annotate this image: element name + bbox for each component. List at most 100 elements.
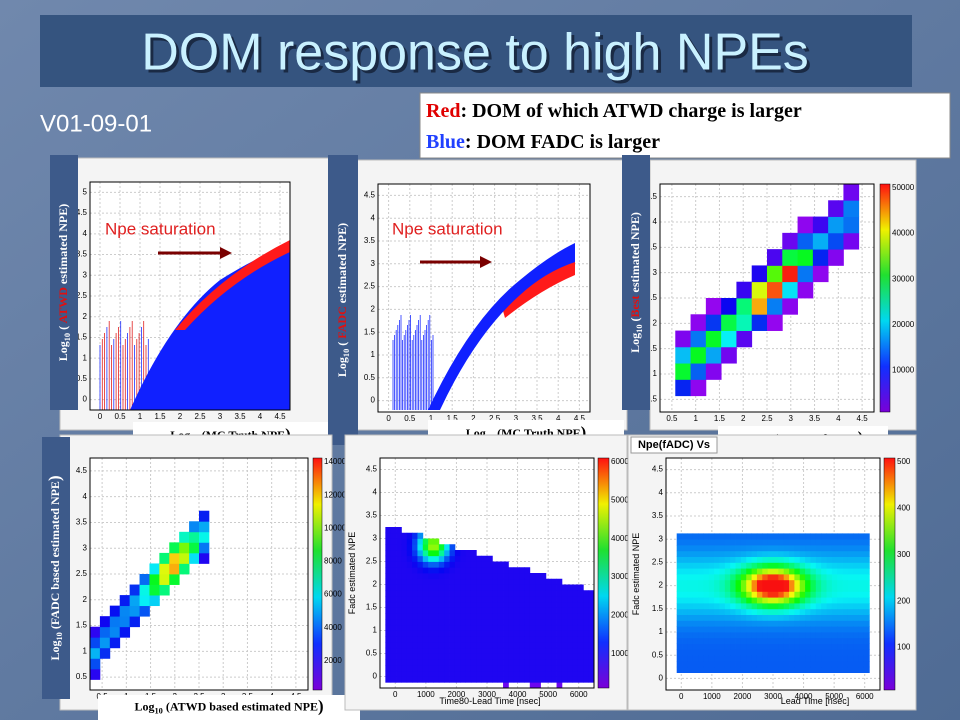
heat-cell bbox=[798, 249, 814, 266]
label-part: Time80-Lead Time [nsec] bbox=[439, 696, 540, 706]
x-tick-label: 2.5 bbox=[761, 414, 773, 423]
heat-cell bbox=[794, 609, 800, 615]
heat-cell bbox=[401, 544, 407, 550]
heat-cell bbox=[736, 298, 752, 315]
heat-cell bbox=[396, 613, 402, 619]
heat-cell bbox=[487, 562, 493, 568]
heat-cell bbox=[843, 200, 859, 217]
heat-cell bbox=[848, 609, 854, 615]
heat-cell bbox=[720, 551, 726, 557]
heat-cell bbox=[752, 649, 758, 655]
heat-cell bbox=[762, 580, 768, 586]
heat-cell bbox=[546, 625, 552, 631]
colorbar-label: 200 bbox=[897, 596, 911, 605]
heat-cell bbox=[487, 556, 493, 562]
heat-cell bbox=[698, 644, 704, 650]
heat-cell bbox=[471, 579, 477, 585]
heat-cell bbox=[682, 557, 688, 563]
heat-cell bbox=[391, 671, 397, 677]
heat-cell bbox=[682, 667, 688, 673]
heat-cell bbox=[859, 545, 865, 551]
heat-cell bbox=[423, 613, 429, 619]
heat-cell bbox=[762, 638, 768, 644]
heat-cell bbox=[476, 613, 482, 619]
heat-cell bbox=[677, 586, 683, 592]
heat-cell bbox=[551, 602, 557, 608]
heat-cell bbox=[805, 580, 811, 586]
heat-cell bbox=[810, 533, 816, 539]
x-tick-label: 3 bbox=[218, 412, 223, 421]
heat-cell bbox=[821, 586, 827, 592]
heat-cell bbox=[466, 642, 472, 648]
heat-cell bbox=[444, 579, 450, 585]
heat-cell bbox=[768, 620, 774, 626]
heat-cell bbox=[752, 615, 758, 621]
heat-cell bbox=[721, 298, 737, 315]
heat-cell bbox=[714, 615, 720, 621]
heat-cell bbox=[762, 661, 768, 667]
heat-cell bbox=[762, 533, 768, 539]
heat-cell bbox=[455, 596, 461, 602]
heat-cell bbox=[859, 620, 865, 626]
heat-cell bbox=[800, 615, 806, 621]
x-axis-label: Lead Time [nsec] bbox=[781, 696, 850, 706]
heat-cell bbox=[784, 655, 790, 661]
heat-cell bbox=[455, 567, 461, 573]
heat-cell bbox=[816, 586, 822, 592]
heat-cell bbox=[471, 654, 477, 660]
heat-cell bbox=[698, 626, 704, 632]
heat-cell bbox=[439, 659, 445, 665]
heat-cell bbox=[682, 591, 688, 597]
heat-cell bbox=[573, 671, 579, 677]
x-axis-label: Time80-Lead Time [nsec] bbox=[439, 696, 540, 706]
heat-cell bbox=[816, 574, 822, 580]
heat-cell bbox=[693, 626, 699, 632]
heat-cell bbox=[535, 636, 541, 642]
heat-cell bbox=[391, 556, 397, 562]
heat-cell bbox=[736, 667, 742, 673]
label-part: Log bbox=[56, 341, 70, 361]
heat-cell bbox=[714, 632, 720, 638]
plot-panel: 00.511.522.533.544.50 0.5 1 1.5 2 2.5 3 3.5 4 4.5… bbox=[328, 155, 627, 448]
heat-cell bbox=[450, 648, 456, 654]
heat-cell bbox=[498, 665, 504, 671]
heat-cell bbox=[423, 573, 429, 579]
y-tick-label: 0.5 bbox=[366, 649, 378, 658]
heat-cell bbox=[800, 551, 806, 557]
heat-cell bbox=[687, 644, 693, 650]
heat-cell bbox=[428, 579, 434, 585]
heat-cell bbox=[832, 632, 838, 638]
heat-cell bbox=[460, 590, 466, 596]
heat-cell bbox=[789, 591, 795, 597]
heat-cell bbox=[199, 532, 209, 543]
heat-cell bbox=[784, 539, 790, 545]
heat-cell bbox=[746, 620, 752, 626]
heat-cell bbox=[698, 591, 704, 597]
heat-cell bbox=[768, 603, 774, 609]
heat-cell bbox=[762, 620, 768, 626]
heat-cell bbox=[450, 671, 456, 677]
plot-title: Npe(fADC) Vs bbox=[638, 439, 710, 451]
heat-cell bbox=[573, 636, 579, 642]
heat-cell bbox=[541, 631, 547, 637]
heat-cell bbox=[746, 568, 752, 574]
heat-cell bbox=[752, 591, 758, 597]
heat-cell bbox=[746, 580, 752, 586]
heat-cell bbox=[450, 654, 456, 660]
heat-cell bbox=[417, 659, 423, 665]
heat-cell bbox=[573, 659, 579, 665]
heat-cell bbox=[784, 638, 790, 644]
heat-cell bbox=[864, 533, 870, 539]
heat-cell bbox=[805, 545, 811, 551]
heat-cell bbox=[778, 591, 784, 597]
heat-cell bbox=[810, 615, 816, 621]
heat-cell bbox=[476, 573, 482, 579]
heat-cell bbox=[837, 591, 843, 597]
heat-cell bbox=[455, 642, 461, 648]
heat-cell bbox=[578, 602, 584, 608]
heat-cell bbox=[492, 585, 498, 591]
heat-cell bbox=[444, 590, 450, 596]
heat-cell bbox=[417, 539, 423, 545]
heat-cell bbox=[434, 631, 440, 637]
heat-cell bbox=[455, 636, 461, 642]
